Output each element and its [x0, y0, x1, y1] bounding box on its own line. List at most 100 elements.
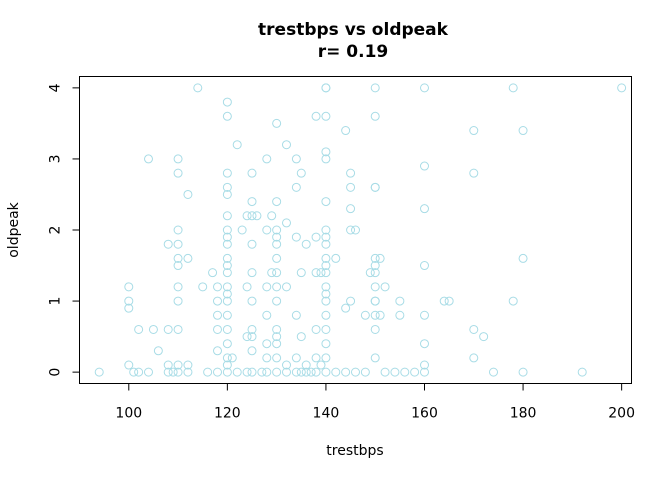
- scatter-point: [420, 339, 429, 349]
- scatter-point: [173, 296, 183, 306]
- scatter-point: [213, 324, 222, 334]
- scatter-point: [420, 310, 429, 320]
- scatter-point: [222, 232, 232, 242]
- scatter-point: [390, 367, 400, 377]
- scatter-point: [153, 346, 163, 356]
- plot-frame: [79, 76, 632, 384]
- scatter-point: [469, 324, 479, 334]
- scatter-point: [321, 310, 331, 320]
- scatter-point: [508, 296, 518, 306]
- scatter-point: [400, 367, 410, 377]
- scatter-point: [222, 360, 232, 370]
- scatter-point: [124, 282, 134, 292]
- scatter-point: [272, 367, 282, 377]
- chart-subtitle: r= 0.19: [318, 42, 389, 62]
- scatter-point: [395, 296, 405, 306]
- scatter-point: [282, 360, 291, 370]
- scatter-point: [296, 168, 306, 178]
- scatter-point: [272, 239, 282, 249]
- x-tick-label: 180: [510, 406, 537, 422]
- scatter-point: [439, 296, 449, 306]
- scatter-point: [331, 253, 341, 263]
- scatter-point: [341, 367, 351, 377]
- scatter-point: [222, 296, 232, 306]
- scatter-point: [370, 253, 380, 263]
- scatter-point: [282, 140, 291, 150]
- scatter-point: [247, 211, 257, 221]
- scatter-point: [380, 367, 390, 377]
- scatter-point: [370, 261, 380, 271]
- scatter-point: [272, 232, 282, 242]
- scatter-point: [272, 118, 282, 128]
- scatter-point: [173, 324, 183, 334]
- scatter-point: [242, 282, 252, 292]
- scatter-point: [262, 339, 272, 349]
- scatter-point: [301, 239, 311, 249]
- scatter-point: [222, 268, 232, 278]
- scatter-point: [227, 353, 237, 363]
- scatter-point: [370, 353, 380, 363]
- scatter-point: [508, 83, 518, 93]
- scatter-point: [346, 182, 356, 192]
- scatter-point: [272, 324, 282, 334]
- scatter-point: [222, 211, 232, 221]
- scatter-points: [94, 83, 627, 377]
- scatter-point: [518, 253, 528, 263]
- scatter-point: [291, 232, 301, 242]
- scatter-point: [296, 367, 306, 377]
- scatter-point: [222, 225, 232, 235]
- x-tick-label: 120: [214, 406, 241, 422]
- scatter-point: [144, 154, 153, 164]
- scatter-point: [346, 225, 356, 235]
- scatter-point: [222, 324, 232, 334]
- scatter-point: [222, 282, 232, 292]
- y-tick-label: 1: [48, 297, 64, 306]
- scatter-point: [272, 197, 282, 207]
- scatter-point: [469, 353, 479, 363]
- scatter-point: [321, 282, 331, 292]
- scatter-point: [222, 353, 232, 363]
- scatter-point: [311, 268, 321, 278]
- scatter-point: [370, 310, 380, 320]
- scatter-point: [370, 83, 380, 93]
- scatter-point: [420, 83, 429, 93]
- scatter-point: [163, 367, 173, 377]
- scatter-point: [321, 339, 331, 349]
- scatter-point: [173, 367, 183, 377]
- scatter-point: [222, 253, 232, 263]
- scatter-point: [257, 367, 267, 377]
- scatter-point: [242, 332, 252, 342]
- scatter-point: [213, 282, 222, 292]
- scatter-point: [247, 332, 257, 342]
- scatter-point: [346, 296, 356, 306]
- scatter-point: [247, 324, 257, 334]
- scatter-point: [222, 111, 232, 121]
- scatter-point: [222, 182, 232, 192]
- scatter-point: [321, 197, 331, 207]
- scatter-point: [242, 211, 252, 221]
- scatter-point: [296, 332, 306, 342]
- scatter-point: [237, 225, 247, 235]
- scatter-point: [247, 268, 257, 278]
- scatter-point: [341, 126, 351, 136]
- scatter-point: [380, 282, 390, 292]
- scatter-point: [291, 367, 301, 377]
- scatter-point: [346, 204, 356, 214]
- scatter-point: [282, 282, 291, 292]
- scatter-point: [173, 253, 183, 263]
- scatter-point: [247, 346, 257, 356]
- scatter-point: [321, 147, 331, 157]
- scatter-point: [291, 182, 301, 192]
- scatter-point: [267, 211, 277, 221]
- scatter-point: [163, 360, 173, 370]
- x-tick-label: 160: [411, 406, 438, 422]
- scatter-point: [282, 218, 291, 228]
- scatter-point: [232, 367, 242, 377]
- scatter-point: [222, 339, 232, 349]
- scatter-point: [163, 324, 173, 334]
- scatter-point: [321, 261, 331, 271]
- scatter-point: [272, 282, 282, 292]
- scatter-point: [311, 367, 321, 377]
- scatter-point: [183, 367, 193, 377]
